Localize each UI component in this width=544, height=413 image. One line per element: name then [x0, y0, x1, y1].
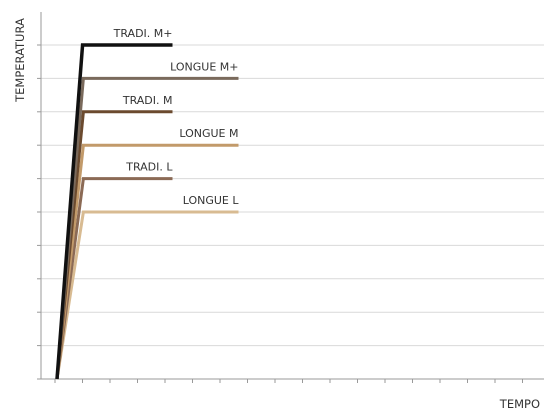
- chart-series: [55, 43, 239, 380]
- x-axis-title: TEMPO: [499, 397, 540, 411]
- series-line: [55, 76, 239, 380]
- series-label: LONGUE M: [179, 127, 238, 140]
- y-axis-title: TEMPERATURA: [13, 18, 27, 103]
- series-label: LONGUE L: [183, 194, 240, 207]
- series-label: TRADI. M: [122, 94, 173, 107]
- series-label: LONGUE M+: [170, 60, 238, 73]
- chart-series-labels: TRADI. M+ LONGUE M+ TRADI. M LONGUE M TRADI.…: [113, 27, 240, 207]
- series-line: [55, 43, 173, 380]
- series-line: [55, 210, 239, 380]
- chart-axes: [37, 12, 544, 383]
- series-label: TRADI. M+: [113, 27, 173, 40]
- series-label: TRADI. L: [125, 161, 173, 174]
